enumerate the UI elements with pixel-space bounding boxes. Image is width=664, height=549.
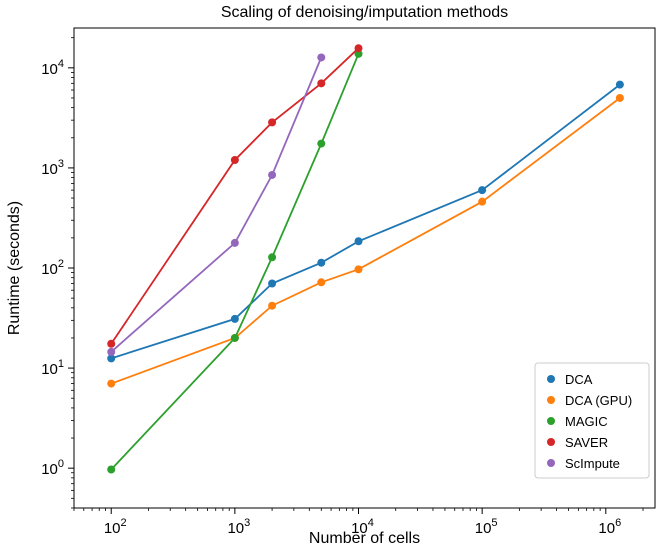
- legend-label-dca: DCA: [565, 372, 593, 387]
- data-point-saver: [268, 118, 277, 127]
- data-point-saver: [354, 44, 363, 53]
- series-line-dca: [110, 83, 621, 360]
- data-point-dca-gpu: [107, 379, 116, 388]
- chart-title: Scaling of denoising/imputation methods: [221, 4, 508, 21]
- y-axis-title: Runtime (seconds): [6, 201, 23, 335]
- data-point-dca-gpu: [268, 301, 277, 310]
- legend-label-saver: SAVER: [565, 435, 608, 450]
- plot-frame: [73, 27, 656, 509]
- data-point-scimpute: [230, 238, 239, 247]
- x-tick-label: 102: [104, 517, 127, 537]
- legend-marker-saver: [547, 438, 555, 446]
- data-point-scimpute: [107, 347, 116, 356]
- data-point-dca: [230, 314, 239, 323]
- data-point-dca: [615, 80, 624, 89]
- series-line-dca-gpu: [110, 97, 621, 385]
- data-point-magic: [230, 333, 239, 342]
- x-tick-label: 104: [351, 517, 374, 537]
- data-point-dca: [478, 186, 487, 195]
- data-point-dca-gpu: [615, 93, 624, 102]
- data-point-scimpute: [268, 170, 277, 179]
- series-layer: [107, 44, 624, 474]
- x-axis-title: Number of cells: [309, 530, 420, 547]
- legend-marker-magic: [547, 417, 555, 425]
- data-point-dca: [107, 354, 116, 363]
- legend-marker-dca: [547, 375, 555, 383]
- legend-label-magic: MAGIC: [565, 414, 608, 429]
- data-point-scimpute: [317, 53, 326, 62]
- data-point-magic: [107, 465, 116, 474]
- x-tick-label: 106: [598, 517, 621, 537]
- data-point-dca: [354, 237, 363, 246]
- data-point-dca-gpu: [354, 265, 363, 274]
- y-tick-label: 101: [41, 358, 64, 378]
- data-point-saver: [107, 339, 116, 348]
- legend-label-dca-gpu: DCA (GPU): [565, 393, 632, 408]
- x-tick-label: 103: [227, 517, 250, 537]
- data-point-dca-gpu: [478, 197, 487, 206]
- data-point-dca: [317, 258, 326, 267]
- y-tick-label: 102: [41, 258, 64, 278]
- data-point-saver: [230, 155, 239, 164]
- data-point-magic: [268, 253, 277, 262]
- data-point-magic: [317, 139, 326, 148]
- legend-marker-dca-gpu: [547, 396, 555, 404]
- data-point-dca: [268, 279, 277, 288]
- data-point-dca-gpu: [317, 278, 326, 287]
- legend-marker-scimpute: [547, 459, 555, 467]
- x-tick-label: 105: [475, 517, 498, 537]
- legend: DCA DCA (GPU) MAGIC SAVER ScImpute: [534, 362, 650, 479]
- series-line-scimpute: [110, 57, 323, 353]
- data-point-saver: [317, 79, 326, 88]
- series-line-saver: [110, 47, 360, 345]
- y-tick-label: 103: [41, 158, 64, 178]
- legend-label-scimpute: ScImpute: [565, 456, 620, 471]
- data-point-magic: [354, 49, 363, 58]
- y-tick-label: 104: [41, 58, 64, 78]
- y-tick-label: 100: [41, 458, 64, 478]
- legend-box: [534, 362, 650, 479]
